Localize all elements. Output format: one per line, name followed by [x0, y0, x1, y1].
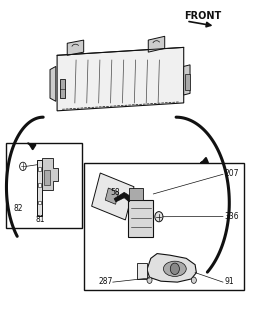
Bar	[37, 160, 42, 215]
Text: FRONT: FRONT	[184, 11, 221, 21]
Bar	[38, 167, 41, 171]
Bar	[129, 188, 143, 200]
Text: 207: 207	[224, 169, 239, 178]
Polygon shape	[147, 253, 196, 282]
Circle shape	[170, 263, 179, 275]
Polygon shape	[42, 158, 58, 190]
Bar	[185, 74, 189, 90]
Polygon shape	[92, 173, 134, 220]
Polygon shape	[105, 188, 119, 204]
Polygon shape	[148, 36, 165, 52]
Text: 336: 336	[224, 212, 239, 221]
Bar	[38, 201, 41, 204]
Text: 287: 287	[98, 277, 112, 286]
Polygon shape	[114, 192, 132, 202]
Ellipse shape	[163, 261, 186, 276]
Bar	[6, 142, 82, 228]
Bar	[84, 163, 244, 290]
Text: 82: 82	[13, 204, 23, 213]
Bar	[44, 170, 50, 185]
Polygon shape	[50, 67, 56, 101]
Text: 91: 91	[224, 277, 234, 286]
Polygon shape	[57, 47, 184, 111]
Bar	[60, 79, 65, 98]
Bar	[137, 263, 147, 279]
Circle shape	[155, 212, 163, 222]
Bar	[128, 200, 153, 237]
Circle shape	[147, 277, 152, 284]
Text: 58: 58	[111, 188, 120, 197]
Circle shape	[20, 162, 26, 171]
Polygon shape	[67, 40, 84, 55]
Text: 81: 81	[36, 215, 45, 225]
Bar	[38, 183, 41, 187]
Polygon shape	[184, 65, 190, 95]
Circle shape	[191, 277, 196, 284]
